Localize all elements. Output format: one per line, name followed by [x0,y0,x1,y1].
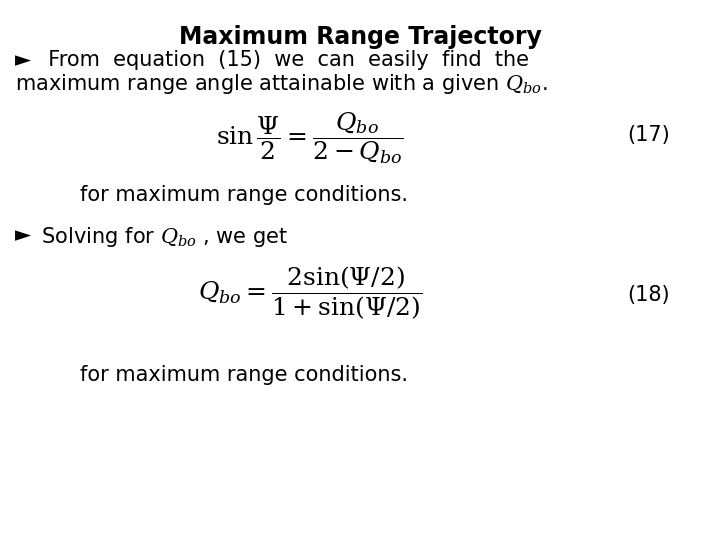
Text: (17): (17) [627,125,670,145]
Text: (18): (18) [627,285,670,305]
Text: From  equation  (15)  we  can  easily  find  the: From equation (15) we can easily find th… [35,50,529,70]
Text: for maximum range conditions.: for maximum range conditions. [80,185,408,205]
Text: Solving for $Q_{bo}$ , we get: Solving for $Q_{bo}$ , we get [35,225,288,249]
Text: ►: ► [15,50,31,70]
Text: $\sin\dfrac{\Psi}{2} = \dfrac{Q_{bo}}{2-Q_{bo}}$: $\sin\dfrac{\Psi}{2} = \dfrac{Q_{bo}}{2-… [216,110,404,166]
Text: maximum range angle attainable with a given $Q_{bo}$.: maximum range angle attainable with a gi… [15,72,548,96]
Text: Maximum Range Trajectory: Maximum Range Trajectory [179,25,541,49]
Text: for maximum range conditions.: for maximum range conditions. [80,365,408,385]
Text: $Q_{bo} = \dfrac{2\sin(\Psi/2)}{1+\sin(\Psi/2)}$: $Q_{bo} = \dfrac{2\sin(\Psi/2)}{1+\sin(\… [198,265,422,322]
Text: ►: ► [15,225,31,245]
